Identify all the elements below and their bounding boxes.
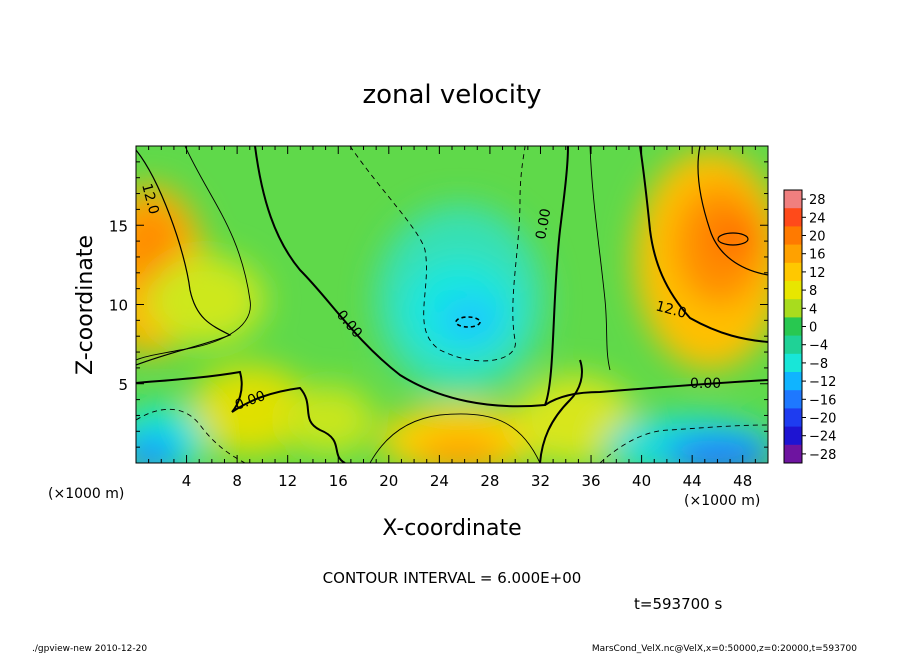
x-tick-label: 16: [329, 472, 348, 490]
colorbar-label: 16: [809, 248, 826, 263]
colorbar-label: −16: [809, 393, 836, 408]
colorbar-swatch: [784, 262, 802, 282]
contour-lines: [136, 146, 768, 463]
contour-zero-left: [136, 370, 346, 463]
contour-zero-upper-left: [254, 146, 569, 408]
contour-six-left: [136, 146, 251, 361]
time-label: t=593700 s: [634, 595, 722, 613]
colorbar-swatch: [784, 353, 802, 373]
contour-interval: CONTOUR INTERVAL = 6.000E+00: [323, 569, 582, 587]
y-tick-label: 10: [109, 297, 128, 315]
contour-12-left: [136, 149, 232, 366]
colorbar-swatch: [784, 317, 802, 336]
colorbar-label: 28: [809, 193, 826, 208]
colorbar-swatch: [784, 208, 802, 227]
x-tick-label: 36: [581, 472, 600, 490]
contour-six-right: [589, 146, 611, 371]
contour-neg-core: [455, 316, 481, 328]
colorbar-swatch: [784, 190, 802, 209]
x-tick-label: 8: [232, 472, 242, 490]
contour-six-mid: [369, 413, 541, 463]
footer-right: MarsCond_VelX.nc@VelX,x=0:50000,z=0:2000…: [592, 644, 857, 654]
colorbar-swatch: [784, 444, 802, 464]
contour-label: 0.00: [533, 207, 554, 240]
colorbar-label: 0: [809, 321, 817, 336]
colorbar-label: −12: [809, 375, 836, 390]
chart-title: zonal velocity: [362, 80, 541, 110]
x-tick-label: 40: [632, 472, 651, 490]
colorbar-label: −20: [809, 412, 836, 427]
colorbar-swatch: [784, 372, 802, 391]
colorbar-swatch: [784, 335, 802, 355]
x-unit-label-left: (×1000 m): [48, 486, 124, 502]
x-tick-label: 32: [531, 472, 550, 490]
colorbar-label: 8: [809, 284, 817, 299]
x-tick-label: 24: [430, 472, 449, 490]
colorbar-swatch: [784, 299, 802, 318]
contour-neg-center: [349, 146, 526, 362]
x-tick-label: 28: [480, 472, 499, 490]
y-tick-label: 5: [118, 376, 128, 394]
contour-label: 12.0: [138, 182, 162, 216]
colorbar-label: −4: [809, 339, 828, 354]
contour-zero-right: [639, 146, 768, 343]
colorbar-swatch: [784, 244, 802, 264]
x-tick-label: 12: [278, 472, 297, 490]
y-tick-label: 15: [109, 217, 128, 235]
footer-left: ./gpview-new 2010-12-20: [32, 644, 147, 654]
contour-label: 12.0: [654, 298, 688, 322]
x-axis-label: X-coordinate: [382, 516, 521, 541]
contour-neg-bottom-right: [599, 424, 768, 463]
contour-high-core: [717, 232, 749, 246]
colorbar-label: 24: [809, 211, 826, 226]
x-tick-label: 4: [182, 472, 192, 490]
colorbar-swatch: [784, 426, 802, 446]
colorbar-swatch: [784, 281, 802, 300]
x-tick-label: 44: [683, 472, 702, 490]
x-tick-label: 48: [733, 472, 752, 490]
colorbar-label: 12: [809, 266, 826, 281]
colorbar-swatch: [784, 390, 802, 409]
colorbar: 28 24 20 16 12 8 4 0 −4 −8 −12 −16 −20 −24 −28: [783, 189, 836, 464]
contour-12-right: [697, 146, 768, 276]
contour-label: 0.00: [690, 376, 721, 392]
heatmap-field: 12.0 0.00 0.00 0.00 12.0 0.00: [136, 146, 768, 463]
contour-neg-bottom-left: [136, 408, 246, 463]
contour-zero-mid: [544, 379, 768, 406]
y-axis-label: Z-coordinate: [73, 235, 98, 375]
colorbar-swatch: [784, 226, 802, 245]
x-tick-label: 20: [379, 472, 398, 490]
colorbar-label: 20: [809, 230, 826, 245]
x-unit-label-right: (×1000 m): [684, 493, 760, 509]
colorbar-label: 4: [809, 302, 817, 317]
colorbar-label: −24: [809, 430, 836, 445]
colorbar-swatch: [784, 408, 802, 427]
contour-zero-bottom: [539, 359, 583, 463]
colorbar-label: −8: [809, 357, 828, 372]
colorbar-label: −28: [809, 448, 836, 463]
